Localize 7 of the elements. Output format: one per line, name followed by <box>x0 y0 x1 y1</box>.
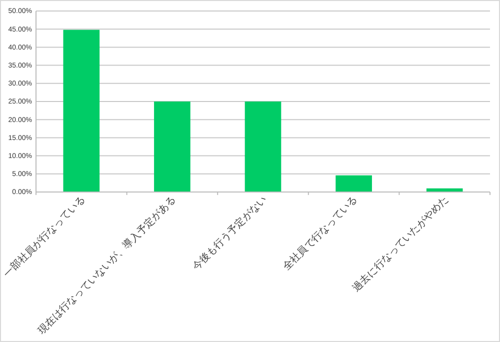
x-tick-label: 今後も行う予定がない <box>190 194 270 273</box>
bar <box>63 30 100 192</box>
x-tick-label: 一部社員が行なっている <box>1 194 88 280</box>
bar <box>154 102 190 192</box>
bar <box>244 102 282 192</box>
x-tick-label: 全社員で行なっている <box>280 194 360 273</box>
bar <box>336 175 372 192</box>
